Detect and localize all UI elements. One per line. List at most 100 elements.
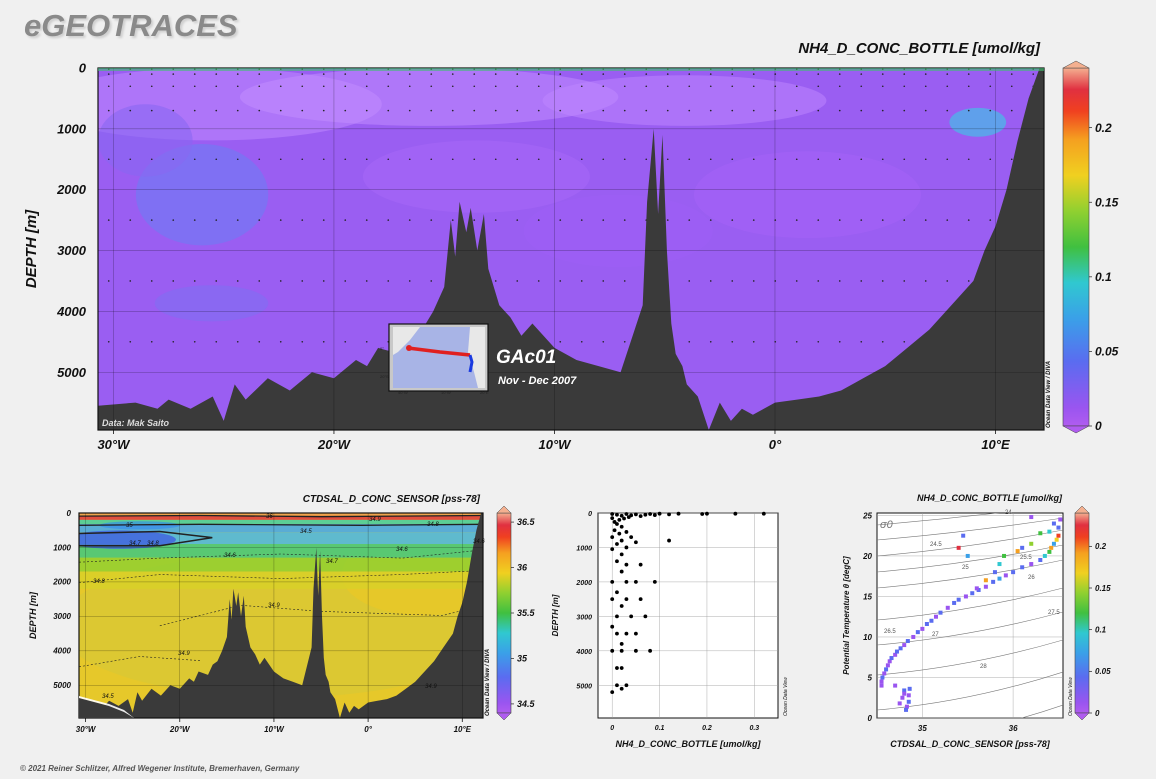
inset-map: 40°W 10°W 20°E 0° 20°S GAc01 Nov - Dec 2007 bbox=[380, 323, 577, 395]
isopycnal-line bbox=[877, 517, 1063, 541]
egeotraces-logo: eGEOTRACES bbox=[24, 8, 238, 43]
y-axis-label: DEPTH [m] bbox=[28, 591, 38, 639]
sample-dot bbox=[838, 219, 841, 221]
sample-dot bbox=[516, 158, 519, 161]
colorbar-tick-label: 0.15 bbox=[1095, 584, 1111, 593]
property-layer bbox=[79, 557, 483, 572]
sample-dot bbox=[709, 280, 712, 282]
x-tick-label: 0.1 bbox=[655, 725, 665, 732]
sample-dot bbox=[408, 109, 411, 112]
colorbar-tick-label: 0.15 bbox=[1095, 195, 1119, 209]
data-point bbox=[965, 553, 970, 558]
data-point bbox=[1047, 549, 1052, 554]
data-point bbox=[619, 569, 624, 574]
inset-land-america bbox=[393, 327, 420, 355]
sample-dot bbox=[838, 280, 841, 282]
data-point bbox=[624, 512, 629, 516]
data-point bbox=[700, 512, 705, 516]
plot-frame bbox=[597, 512, 779, 719]
chart-title: NH4_D_CONC_BOTTLE [umol/kg] bbox=[917, 493, 1063, 503]
isopycnal-line bbox=[877, 671, 1063, 711]
contour-label: 35 bbox=[126, 523, 133, 529]
sample-dot bbox=[236, 158, 239, 161]
sample-dot bbox=[623, 219, 626, 221]
data-point bbox=[893, 652, 898, 657]
sample-dot bbox=[903, 340, 906, 343]
sample-dot bbox=[537, 73, 540, 75]
property-patch bbox=[542, 75, 827, 126]
data-point bbox=[915, 630, 920, 635]
sample-dot bbox=[731, 73, 734, 75]
data-point bbox=[615, 666, 619, 670]
x-tick-label: 10°E bbox=[454, 725, 472, 734]
sample-dot bbox=[881, 73, 884, 75]
sample-dot bbox=[365, 85, 368, 88]
y-axis-label: DEPTH [m] bbox=[23, 209, 40, 288]
data-point bbox=[610, 512, 615, 516]
data-point bbox=[705, 511, 709, 516]
sample-dot bbox=[795, 219, 798, 221]
sample-dot bbox=[494, 73, 497, 75]
sample-dot bbox=[537, 85, 540, 88]
sample-dot bbox=[236, 85, 239, 88]
sample-dot bbox=[946, 219, 949, 221]
y-tick-label: 3000 bbox=[53, 612, 71, 621]
sample-dot bbox=[881, 85, 884, 88]
sample-dot bbox=[172, 73, 175, 75]
data-point bbox=[615, 522, 619, 526]
sample-dot bbox=[107, 85, 110, 88]
data-point bbox=[929, 618, 934, 623]
sample-dot bbox=[602, 73, 605, 75]
sample-dot bbox=[645, 109, 648, 112]
sample-dot bbox=[451, 109, 454, 112]
property-layer bbox=[79, 532, 483, 545]
x-tick-label: 30°W bbox=[97, 437, 131, 452]
sample-dot bbox=[731, 85, 734, 88]
sample-dot bbox=[258, 109, 261, 112]
sample-dot bbox=[817, 280, 820, 282]
data-point bbox=[1015, 549, 1020, 554]
sample-dot bbox=[752, 158, 755, 161]
sample-dot bbox=[215, 219, 218, 221]
sample-dot bbox=[688, 85, 691, 88]
data-point bbox=[619, 513, 624, 518]
data-point bbox=[1051, 521, 1056, 526]
sample-dot bbox=[451, 73, 454, 75]
sample-dot bbox=[817, 73, 820, 75]
sample-dot bbox=[193, 158, 196, 161]
sample-dot bbox=[559, 109, 562, 112]
data-point bbox=[667, 512, 671, 517]
sample-dot bbox=[258, 340, 261, 343]
colorbar-top-arrow bbox=[496, 505, 512, 514]
sample-dot bbox=[967, 219, 970, 221]
sample-dot bbox=[236, 280, 239, 282]
sample-dot bbox=[344, 73, 347, 75]
sample-dot bbox=[903, 73, 906, 75]
sample-dot bbox=[688, 340, 691, 343]
contour-label: 34.7 bbox=[326, 559, 338, 565]
sample-dot bbox=[344, 280, 347, 282]
data-point bbox=[902, 691, 907, 696]
y-tick-label: 4000 bbox=[56, 304, 87, 319]
sample-dot bbox=[817, 340, 820, 343]
sample-dot bbox=[387, 109, 390, 112]
contour-label: 34.6 bbox=[224, 553, 236, 559]
property-layer bbox=[79, 524, 483, 533]
sample-dot bbox=[946, 158, 949, 161]
sample-dot bbox=[731, 158, 734, 161]
colorbar-tick-label: 36.5 bbox=[517, 517, 536, 527]
contour-label: 34.9 bbox=[425, 684, 437, 690]
sample-dot bbox=[967, 280, 970, 282]
sample-dot bbox=[924, 158, 927, 161]
sample-dot bbox=[752, 109, 755, 112]
sample-dot bbox=[322, 109, 325, 112]
sample-dot bbox=[946, 85, 949, 88]
colorbar-bottom-arrow bbox=[1074, 712, 1090, 721]
sample-dot bbox=[989, 158, 992, 161]
data-point bbox=[1047, 529, 1052, 534]
property-patch bbox=[154, 285, 269, 322]
colorbar-top-arrow bbox=[1074, 505, 1090, 514]
y-tick-label: 3000 bbox=[576, 614, 592, 621]
data-point bbox=[667, 538, 671, 543]
y-axis-label: DEPTH [m] bbox=[551, 594, 560, 636]
